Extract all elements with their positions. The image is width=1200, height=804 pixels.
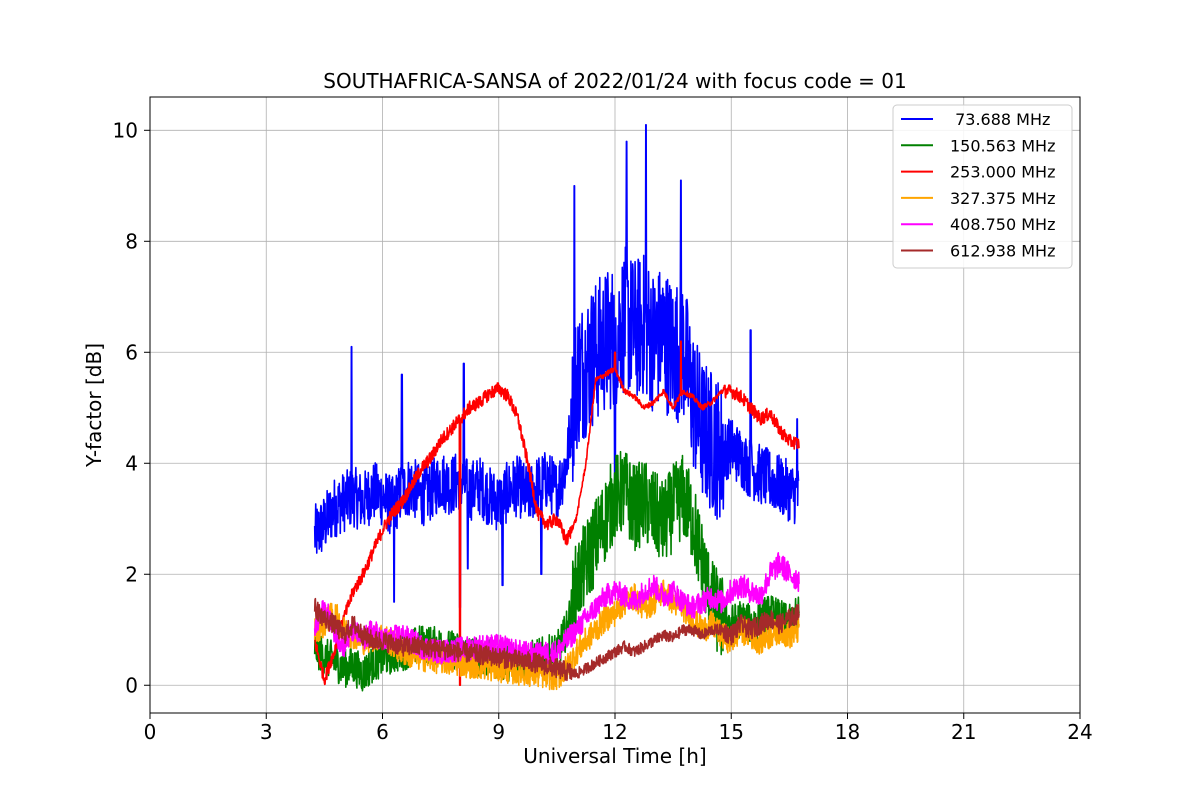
legend-label: 73.688 MHz	[950, 110, 1050, 129]
legend-box	[892, 104, 1073, 269]
x-tick-label: 9	[492, 720, 505, 744]
x-axis-label: Universal Time [h]	[523, 744, 706, 768]
x-tick-label: 15	[719, 720, 744, 744]
series-line	[313, 597, 800, 682]
x-tick-label: 0	[144, 720, 157, 744]
series-line	[313, 340, 800, 687]
y-tick-label: 10	[113, 118, 138, 142]
y-tick-label: 4	[125, 451, 138, 475]
y-axis-label: Y-factor [dB]	[82, 343, 106, 468]
legend-label: 408.750 MHz	[950, 215, 1055, 234]
series-layer	[313, 123, 800, 692]
x-tick-label: 18	[835, 720, 860, 744]
series-line	[313, 123, 800, 609]
legend-label: 253.000 MHz	[950, 163, 1055, 182]
x-tick-label: 3	[260, 720, 273, 744]
legend-label: 612.938 MHz	[950, 242, 1055, 261]
x-tick-label: 24	[1067, 720, 1092, 744]
y-tick-label: 2	[125, 562, 138, 586]
y-tick-label: 6	[125, 340, 138, 364]
series-line	[313, 552, 800, 668]
x-tick-label: 12	[602, 720, 627, 744]
x-tick-label: 21	[951, 720, 976, 744]
chart-title: SOUTHAFRICA-SANSA of 2022/01/24 with foc…	[323, 69, 907, 93]
x-tick-label: 6	[376, 720, 389, 744]
y-tick-label: 0	[125, 673, 138, 697]
legend-label: 327.375 MHz	[950, 189, 1055, 208]
legend: 73.688 MHz 150.563 MHz 253.000 MHz 327.375 …	[892, 104, 1073, 269]
y-tick-label: 8	[125, 229, 138, 253]
legend-label: 150.563 MHz	[950, 136, 1055, 155]
